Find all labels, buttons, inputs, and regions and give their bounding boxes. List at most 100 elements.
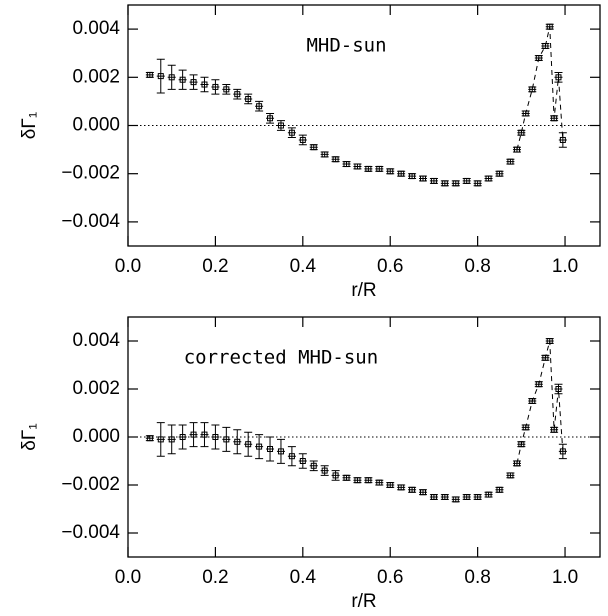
data-point (420, 489, 426, 496)
data-point (245, 441, 252, 448)
error-bar (189, 74, 198, 90)
error-bar (178, 424, 187, 450)
data-point (365, 165, 372, 172)
data-point (529, 398, 536, 404)
data-point (496, 486, 503, 493)
error-bar (233, 429, 242, 455)
error-bar (178, 69, 187, 90)
data-point (474, 180, 481, 187)
data-point (535, 55, 542, 62)
error-bar (244, 93, 253, 105)
data-point (518, 129, 525, 136)
error-bar (255, 434, 264, 460)
data-point (551, 115, 558, 122)
error-bar (266, 112, 275, 124)
y-tick-label: −0.002 (61, 474, 120, 495)
y-axis-label: δΓ₁ (19, 423, 40, 450)
y-tick-label: 0.002 (72, 66, 120, 87)
error-bar (244, 431, 253, 457)
x-tick-label: 0.6 (377, 567, 403, 588)
data-point (190, 431, 197, 438)
data-point (522, 424, 529, 431)
error-bar (222, 426, 231, 452)
data-point (529, 86, 536, 93)
error-bar (156, 58, 165, 94)
x-tick-label: 0.0 (115, 256, 141, 277)
data-point (546, 23, 553, 30)
data-point (409, 486, 416, 493)
data-point (277, 448, 284, 455)
data-point (485, 491, 492, 498)
data-point (507, 158, 514, 165)
data-point (474, 494, 481, 500)
error-bar (558, 443, 567, 460)
y-tick-label: 0.002 (72, 378, 120, 399)
y-tick-label: 0.004 (72, 18, 120, 39)
data-point (430, 177, 437, 184)
data-point (513, 146, 520, 153)
data-point (343, 474, 350, 481)
data-point (299, 458, 306, 464)
data-point (157, 73, 164, 80)
data-point (542, 354, 549, 361)
data-point (168, 436, 175, 443)
series-line (516, 26, 564, 150)
data-point (288, 129, 295, 136)
data-point (463, 177, 470, 184)
data-point (277, 122, 284, 129)
data-point (496, 170, 503, 177)
x-tick-label: 0.8 (464, 567, 490, 588)
data-point (441, 494, 448, 500)
series-line (516, 340, 564, 464)
data-point (463, 494, 470, 500)
data-point (223, 86, 230, 93)
error-bar (156, 422, 165, 457)
data-point (256, 443, 263, 450)
data-point (321, 467, 328, 474)
data-point (223, 436, 230, 443)
x-tick-label: 0.6 (377, 256, 403, 277)
data-point (513, 460, 520, 467)
data-point (299, 136, 306, 143)
error-bar (298, 134, 307, 146)
data-point (542, 42, 549, 49)
error-bar (276, 438, 285, 464)
data-point (420, 175, 426, 182)
y-tick-label: −0.002 (61, 163, 120, 184)
data-point (190, 79, 197, 86)
data-point (146, 71, 153, 78)
data-point (343, 161, 350, 168)
error-bar (200, 422, 209, 448)
error-bar (167, 424, 176, 455)
data-point (201, 431, 208, 438)
error-bar (222, 84, 231, 95)
data-point (546, 338, 553, 344)
data-point (559, 448, 566, 455)
y-tick-label: −0.004 (61, 211, 120, 232)
data-point (168, 74, 175, 81)
data-point (146, 435, 153, 442)
data-point (387, 482, 394, 488)
data-point (179, 76, 186, 83)
data-point (376, 479, 383, 486)
data-point (559, 136, 566, 143)
y-tick-label: 0.000 (72, 115, 120, 136)
error-bar (309, 460, 318, 472)
error-bar (189, 422, 198, 448)
data-point (332, 156, 339, 163)
error-bar (554, 71, 563, 83)
x-axis-label: r/R (351, 591, 376, 611)
x-tick-label: 0.2 (202, 256, 228, 277)
data-point (310, 462, 317, 469)
data-point (256, 103, 263, 110)
data-point (535, 381, 542, 388)
data-point (267, 115, 274, 122)
data-point (507, 472, 514, 479)
error-bar (211, 79, 220, 95)
data-point (212, 434, 219, 440)
data-point (441, 180, 448, 187)
data-point (551, 426, 558, 433)
data-point (179, 434, 186, 440)
data-point (376, 165, 383, 172)
